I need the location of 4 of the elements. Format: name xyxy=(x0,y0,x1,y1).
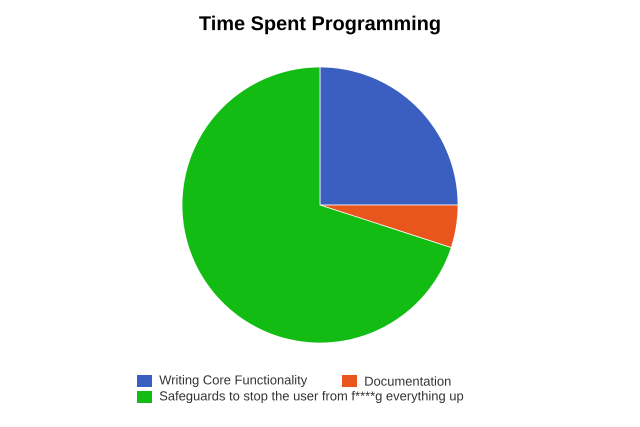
legend-label: Safeguards to stop the user from f****g everything up xyxy=(160,390,464,404)
legend-label: Documentation xyxy=(365,376,450,386)
legend-label: Writing Core Functionality xyxy=(159,374,308,388)
chart-title: Time Spent Programming xyxy=(199,16,440,34)
